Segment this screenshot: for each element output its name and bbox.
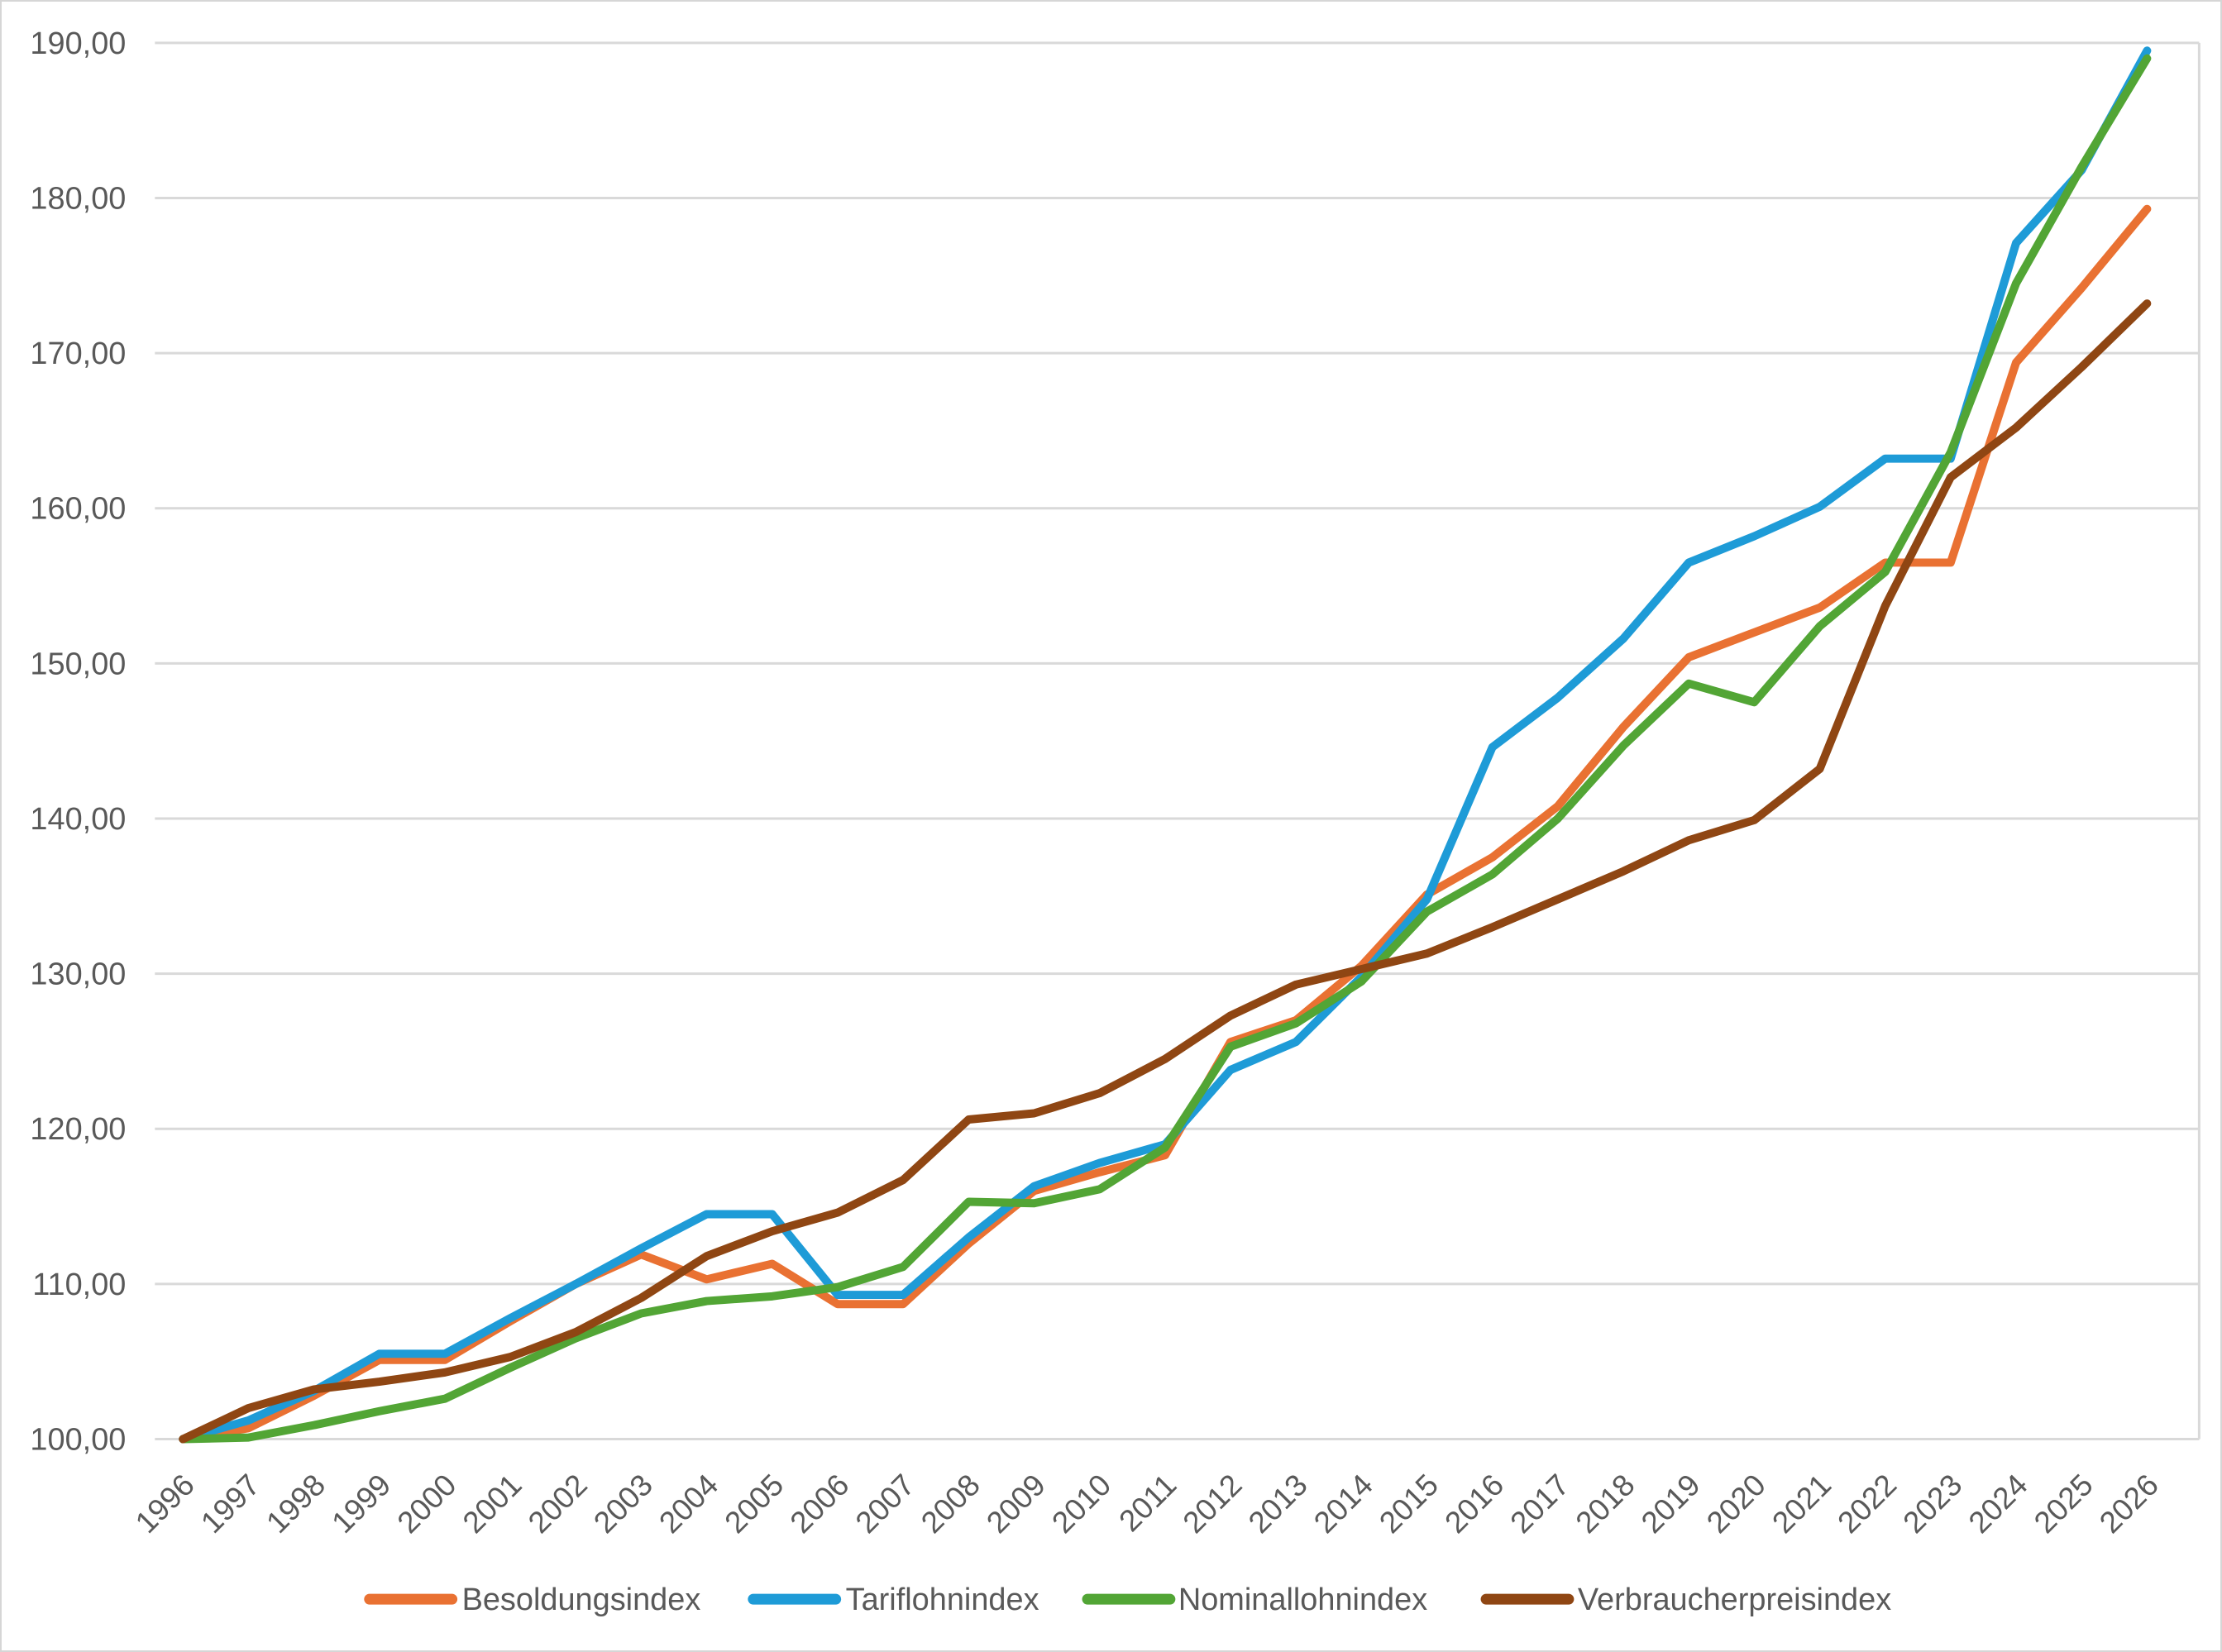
x-axis-tick-label: 1997: [194, 1468, 266, 1540]
x-axis-tick-label: 2020: [1700, 1468, 1772, 1540]
x-axis-tick-label: 2001: [456, 1468, 528, 1540]
x-axis-tick-label: 2006: [784, 1468, 856, 1540]
x-axis-tick-label: 2010: [1045, 1468, 1117, 1540]
y-axis-tick-label: 130,00: [30, 957, 126, 992]
x-axis-tick-label: 2023: [1896, 1468, 1968, 1540]
x-axis-tick-label: 2003: [587, 1468, 659, 1540]
x-axis-tick-label: 1998: [260, 1468, 332, 1540]
x-axis-tick-label: 2013: [1242, 1468, 1314, 1540]
y-axis-tick-label: 100,00: [30, 1422, 126, 1457]
x-axis-tick-label: 1999: [325, 1468, 397, 1540]
x-axis-tick-label: 2014: [1307, 1468, 1379, 1540]
x-axis: 1996199719981999200020012002200320042005…: [129, 1468, 2165, 1540]
legend-label-tariflohnindex: Tariflohnindex: [846, 1583, 1039, 1617]
x-axis-tick-label: 2022: [1831, 1468, 1903, 1540]
x-axis-tick-label: 2019: [1635, 1468, 1707, 1540]
y-axis-tick-label: 170,00: [30, 337, 126, 371]
x-axis-tick-label: 2012: [1177, 1468, 1249, 1540]
x-axis-tick-label: 2017: [1503, 1468, 1575, 1540]
y-axis-tick-label: 150,00: [30, 647, 126, 681]
y-axis-tick-label: 180,00: [30, 181, 126, 216]
x-axis-tick-label: 2021: [1766, 1468, 1837, 1540]
y-axis-tick-label: 140,00: [30, 802, 126, 837]
y-axis-tick-label: 110,00: [32, 1268, 126, 1302]
x-axis-tick-label: 2000: [391, 1468, 463, 1540]
x-axis-tick-label: 2002: [522, 1468, 594, 1540]
x-axis-tick-label: 2008: [915, 1468, 987, 1540]
legend-item-tariflohnindex[interactable]: Tariflohnindex: [748, 1583, 1039, 1617]
legend-label-besoldungsindex: Besoldungsindex: [462, 1583, 701, 1617]
grid: [155, 41, 2200, 1441]
legend-label-nominallohnindex: Nominallohnindex: [1178, 1583, 1427, 1617]
series-line-tariflohnindex[interactable]: [179, 46, 2152, 1444]
legend-item-verbraucherpreisindex[interactable]: Verbraucherpreisindex: [1480, 1583, 1891, 1617]
x-axis-tick-label: 2018: [1570, 1468, 1641, 1540]
y-axis-tick-label: 190,00: [30, 26, 126, 61]
legend-item-nominallohnindex[interactable]: Nominallohnindex: [1082, 1583, 1427, 1617]
x-axis-tick-label: 2015: [1373, 1468, 1445, 1540]
x-axis-tick-label: 2011: [1112, 1468, 1183, 1538]
series-line-nominallohnindex[interactable]: [179, 54, 2152, 1444]
series-group: [179, 46, 2152, 1444]
x-axis-tick-label: 1996: [129, 1468, 201, 1540]
x-axis-tick-label: 2016: [1438, 1468, 1510, 1540]
x-axis-tick-label: 2007: [849, 1468, 921, 1540]
x-axis-tick-label: 2025: [2028, 1468, 2100, 1540]
x-axis-tick-label: 2026: [2093, 1468, 2165, 1540]
x-axis-tick-label: 2004: [652, 1468, 724, 1540]
y-axis: 100,00 110,00 120,00 130,00 140,00 150,00 160,…: [30, 26, 126, 1458]
series-line-besoldungsindex[interactable]: [179, 204, 2152, 1444]
y-axis-tick-label: 120,00: [30, 1112, 126, 1147]
x-axis-tick-label: 2009: [980, 1468, 1052, 1540]
x-axis-tick-label: 2024: [1962, 1468, 2034, 1540]
legend-label-verbraucherpreisindex: Verbraucherpreisindex: [1578, 1583, 1891, 1617]
legend-item-besoldungsindex[interactable]: Besoldungsindex: [364, 1583, 701, 1617]
y-axis-tick-label: 160,00: [30, 492, 126, 527]
series-line-verbraucherpreisindex[interactable]: [179, 299, 2152, 1444]
legend: Besoldungsindex Tariflohnindex Nominallohn…: [364, 1583, 1891, 1617]
x-axis-tick-label: 2005: [718, 1468, 790, 1540]
